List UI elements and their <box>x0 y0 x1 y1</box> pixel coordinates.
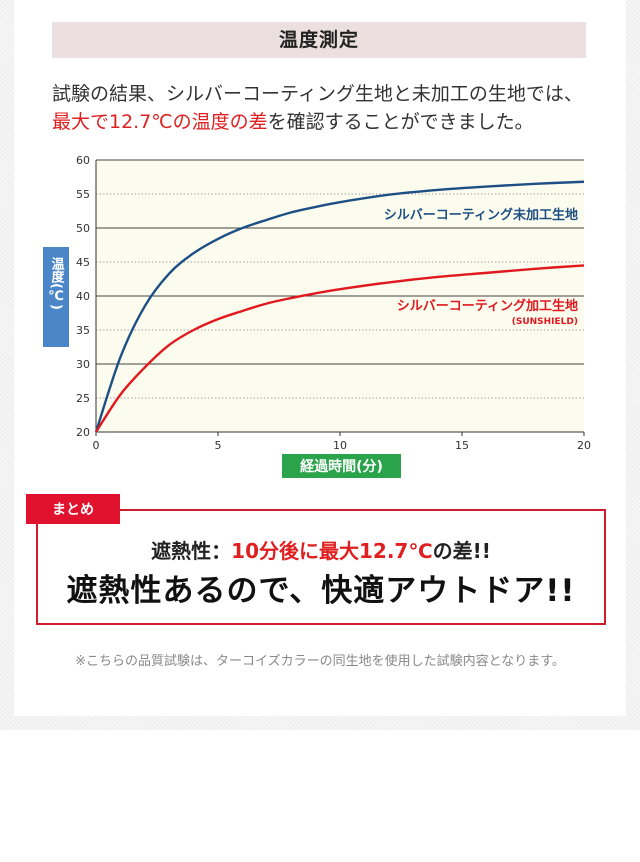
y-tick-label: 50 <box>76 222 90 235</box>
summary-tag-dots: ・・・ <box>50 489 96 499</box>
intro-line-2: 最大で12.7℃の温度の差を確認することができました。 <box>52 108 612 136</box>
y-axis-label: 温度(℃) <box>48 257 64 310</box>
series-label-1: シルバーコーティング未加工生地 <box>384 207 578 223</box>
summary-tag-label: まとめ <box>52 502 94 518</box>
summary-box: 遮熱性：10分後に最大12.7℃の差!! 遮熱性あるので、快適アウトドア!! <box>36 509 606 625</box>
x-tick-label: 5 <box>215 439 222 452</box>
intro-highlight: 最大で12.7℃の温度の差 <box>52 111 268 133</box>
summary-tag: ・・・ まとめ <box>26 489 120 524</box>
y-tick-label: 20 <box>76 426 90 439</box>
y-tick-label: 35 <box>76 324 90 337</box>
x-axis-label-box <box>282 454 401 478</box>
series-line-1 <box>94 180 585 433</box>
summary-prefix: 遮熱性： <box>151 539 232 563</box>
intro-line-2-rest: を確認することができました。 <box>267 111 534 133</box>
x-tick-label: 0 <box>93 439 100 452</box>
summary-suffix: の差!! <box>432 539 491 563</box>
footnote: ※こちらの品質試験は、ターコイズカラーの同生地を使用した試験内容となります。 <box>75 654 565 669</box>
temperature-chart: 20 25 30 35 40 45 50 55 60 0 5 10 15 20 シルバーコーティング未加工生… <box>43 154 591 478</box>
x-tick-label: 15 <box>455 439 469 452</box>
y-axis-label-box <box>43 247 69 347</box>
summary-highlight: 10分後に最大12.7℃ <box>231 539 433 563</box>
summary-line-2: 遮熱性あるので、快適アウトドア!! <box>66 573 576 609</box>
summary-line-1: 遮熱性：10分後に最大12.7℃の差!! <box>38 535 604 564</box>
y-tick-label: 45 <box>76 256 90 269</box>
y-tick-label: 40 <box>76 290 90 303</box>
section-title: 温度測定 <box>52 22 586 58</box>
y-tick-label: 30 <box>76 358 90 371</box>
intro-line-1: 試験の結果、シルバーコーティング生地と未加工の生地では、 <box>52 83 583 105</box>
x-axis-label: 経過時間(分) <box>300 458 383 475</box>
series-sublabel-2: (SUNSHIELD) <box>512 317 578 327</box>
series-line-2 <box>94 264 585 433</box>
y-tick-label: 25 <box>76 392 90 405</box>
x-tick-label: 10 <box>333 439 347 452</box>
y-tick-label: 60 <box>76 154 90 167</box>
intro-text: 試験の結果、シルバーコーティング生地と未加工の生地では、 最大で12.7℃の温度… <box>52 80 612 136</box>
y-tick-label: 55 <box>76 188 90 201</box>
series-label-2: シルバーコーティング加工生地 <box>397 298 578 314</box>
x-tick-label: 20 <box>577 439 591 452</box>
